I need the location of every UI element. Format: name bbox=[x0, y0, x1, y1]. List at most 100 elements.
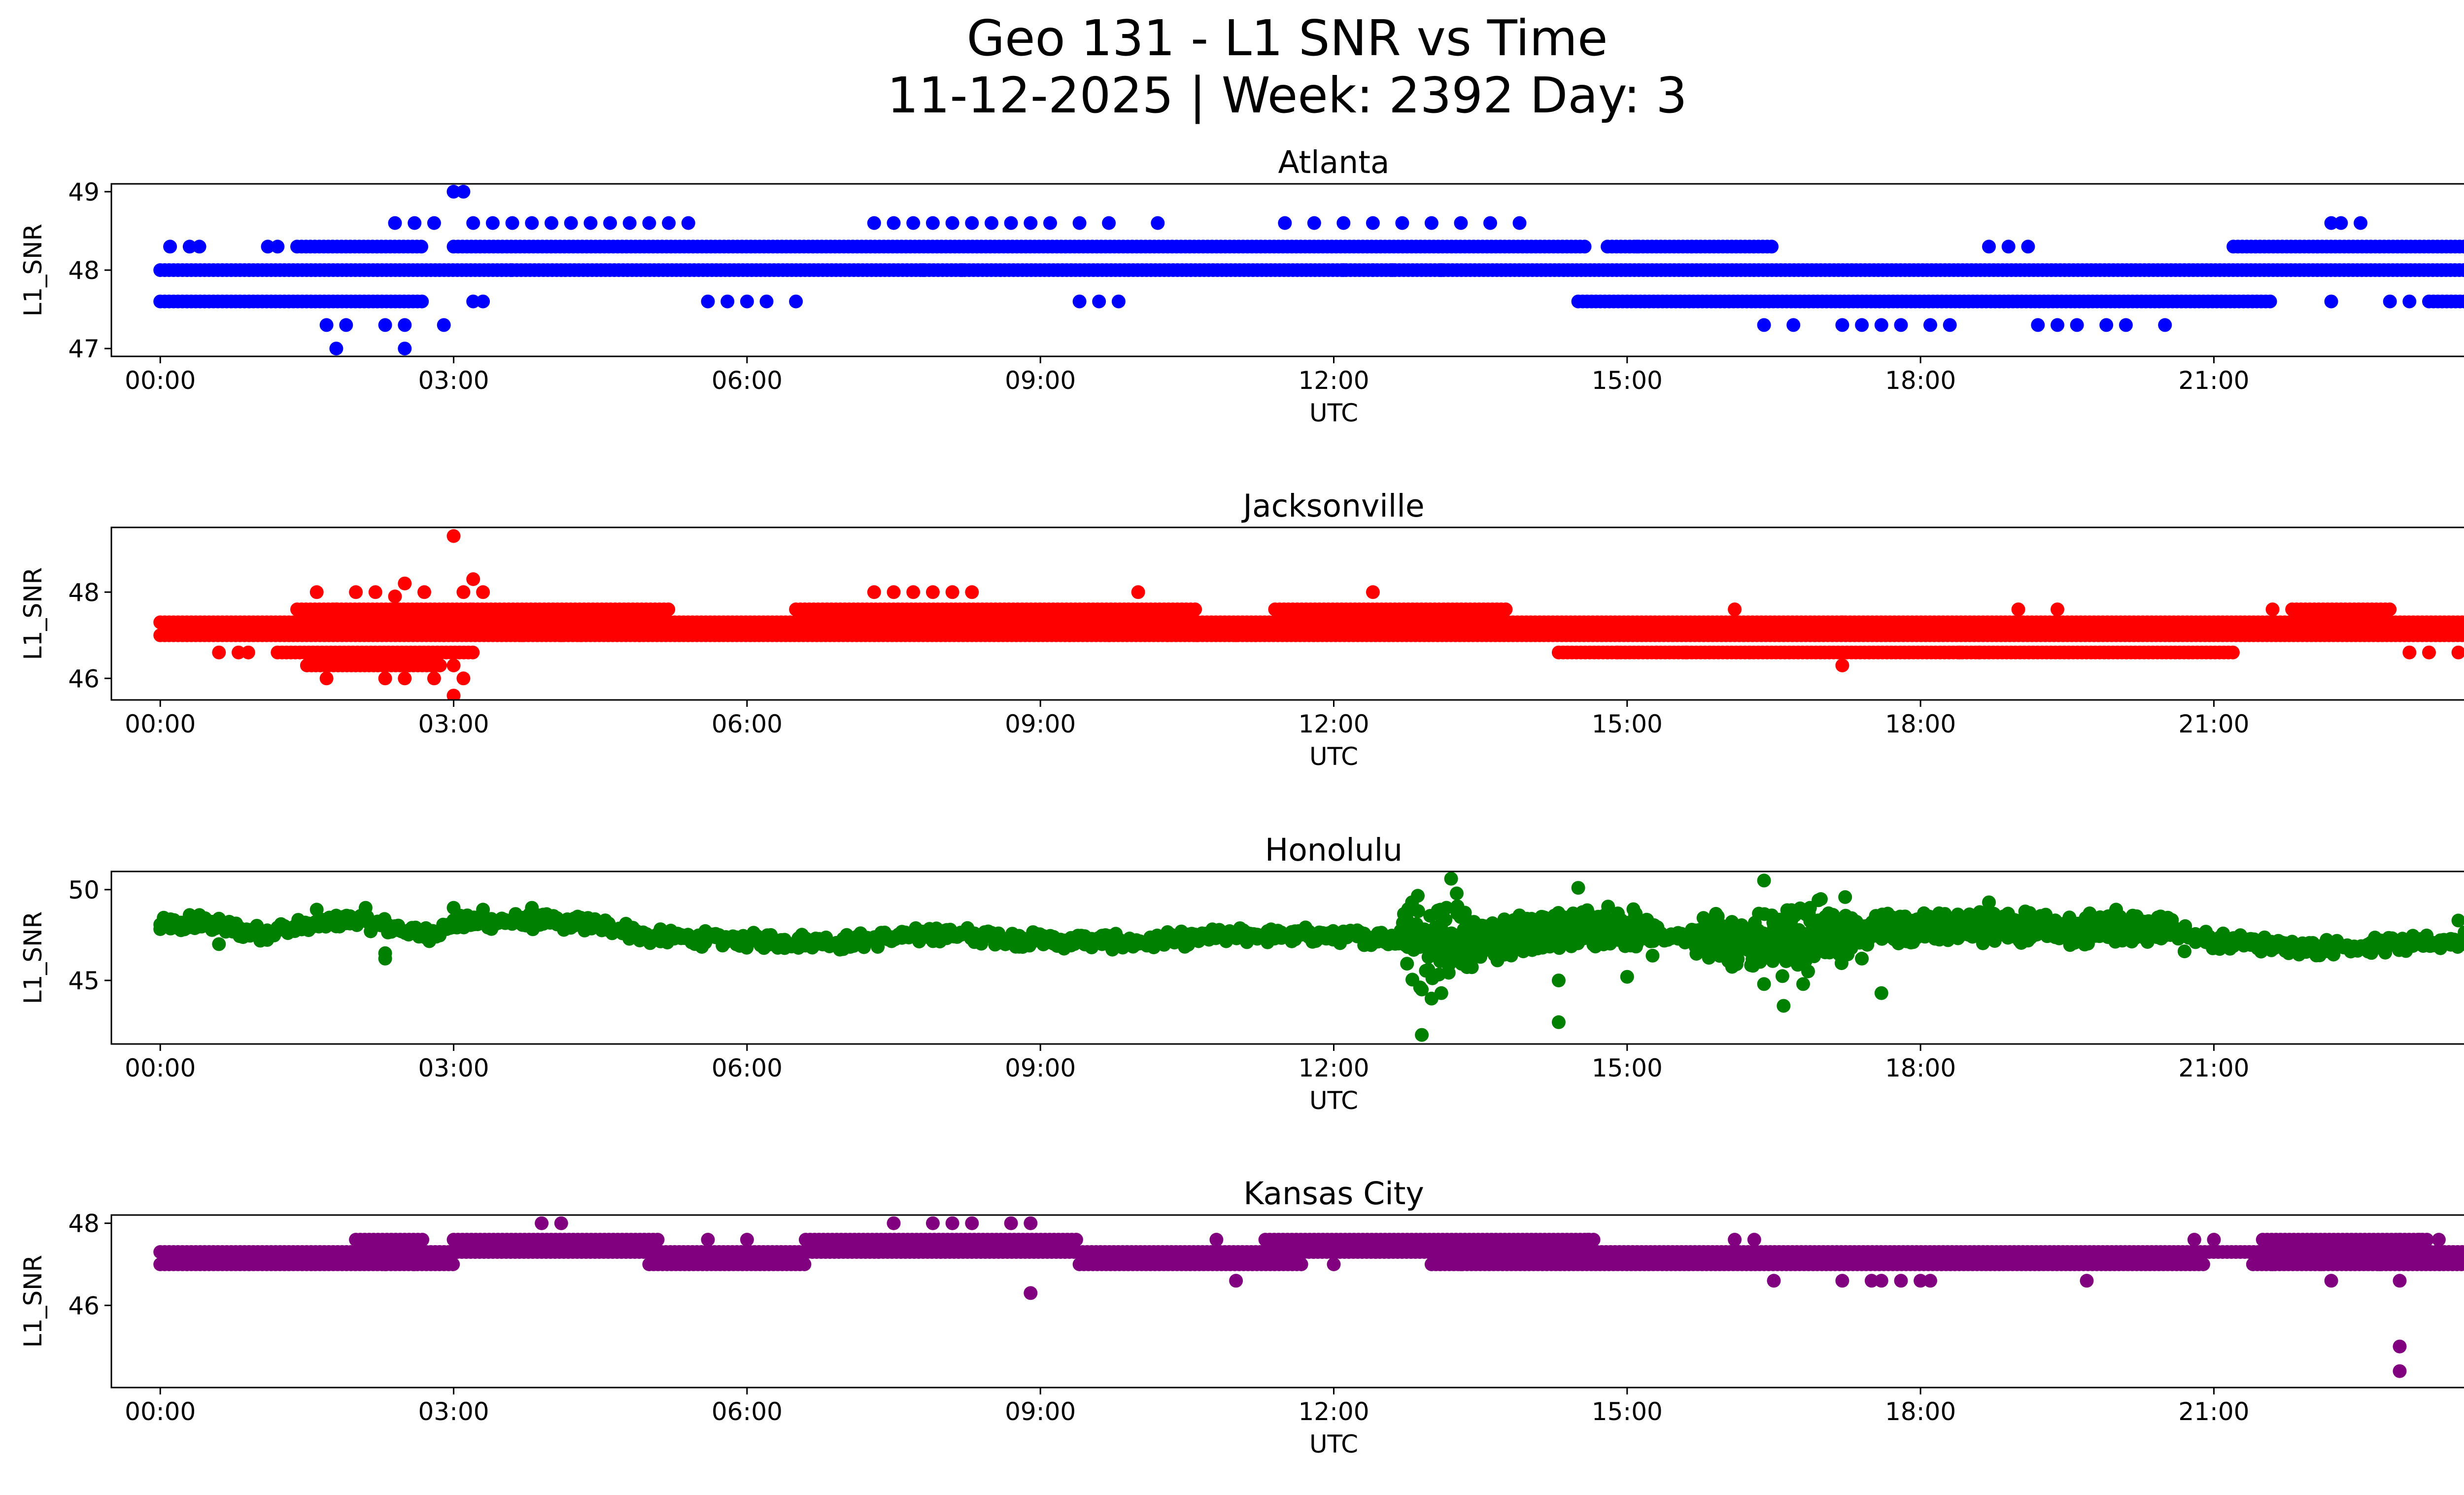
atlanta-point bbox=[398, 342, 412, 356]
atlanta-point bbox=[466, 216, 480, 230]
atlanta-point bbox=[2324, 216, 2338, 230]
atlanta-point bbox=[1894, 318, 1908, 332]
atlanta-point bbox=[1366, 263, 1380, 277]
jacksonville-point bbox=[456, 585, 471, 599]
jacksonville-band-point bbox=[1188, 602, 1202, 617]
jacksonville-point bbox=[632, 628, 647, 642]
atlanta-band-point bbox=[2263, 294, 2277, 309]
jacksonville-point bbox=[515, 628, 529, 642]
jacksonville-point bbox=[925, 585, 940, 599]
atlanta-point bbox=[1385, 263, 1400, 277]
atlanta-point bbox=[662, 216, 676, 230]
atlanta-point bbox=[1366, 216, 1380, 230]
jacksonville-point bbox=[446, 529, 461, 543]
atlanta-x-label: UTC bbox=[1309, 399, 1358, 427]
jacksonville-point bbox=[417, 585, 431, 599]
atlanta-point bbox=[916, 263, 930, 277]
atlanta-point bbox=[2099, 318, 2114, 332]
atlanta-point bbox=[2334, 216, 2348, 230]
honolulu-noise-point bbox=[1838, 890, 1852, 904]
honolulu-noise-point bbox=[1646, 934, 1660, 948]
jacksonville-point bbox=[437, 628, 451, 642]
honolulu-noise-point bbox=[1465, 960, 1479, 974]
atlanta-point bbox=[1982, 240, 1996, 254]
jacksonville-point bbox=[1229, 628, 1243, 642]
atlanta-point bbox=[437, 318, 451, 332]
honolulu-noise-point bbox=[1450, 886, 1464, 901]
atlanta-point bbox=[1024, 216, 1038, 230]
atlanta-point bbox=[1786, 318, 1801, 332]
atlanta-point bbox=[427, 216, 441, 230]
jacksonville-point bbox=[1728, 602, 1742, 617]
atlanta-point bbox=[1072, 294, 1087, 309]
jacksonville-band-point bbox=[2225, 645, 2240, 660]
atlanta-point bbox=[378, 318, 392, 332]
jacksonville-point bbox=[398, 671, 412, 686]
atlanta-point bbox=[545, 216, 558, 230]
atlanta-point bbox=[681, 216, 695, 230]
jacksonville-point bbox=[1678, 645, 1693, 660]
atlanta-y-tick-label: 49 bbox=[68, 178, 100, 207]
honolulu-noise-point bbox=[1601, 900, 1615, 914]
honolulu-title: Honolulu bbox=[1265, 832, 1403, 868]
honolulu-baseline-point bbox=[2458, 925, 2464, 939]
atlanta-point bbox=[182, 240, 197, 254]
honolulu-noise-point bbox=[1645, 948, 1660, 963]
jacksonville-point bbox=[965, 585, 979, 599]
atlanta-band-point bbox=[2462, 241, 2464, 252]
atlanta-point bbox=[759, 294, 774, 309]
jacksonville-x-tick-label: 00:00 bbox=[125, 710, 196, 738]
jacksonville-point bbox=[368, 585, 382, 599]
jacksonville-band-point bbox=[661, 602, 676, 617]
jacksonville-y-tick-label: 48 bbox=[68, 578, 100, 607]
jacksonville-point bbox=[1610, 645, 1624, 660]
atlanta-point bbox=[2324, 294, 2338, 309]
figure-title-line2: 11-12-2025 | Week: 2392 Day: 3 bbox=[887, 67, 1687, 124]
atlanta-point bbox=[2158, 318, 2172, 332]
atlanta-band-point bbox=[2462, 296, 2464, 307]
atlanta-y-label: L1_SNR bbox=[19, 224, 47, 317]
honolulu-noise-point bbox=[1441, 966, 1456, 980]
honolulu-noise-point bbox=[1775, 969, 1789, 983]
atlanta-point bbox=[163, 240, 177, 254]
jacksonville-point bbox=[329, 602, 343, 617]
jacksonville-point bbox=[309, 585, 324, 599]
atlanta-point bbox=[1943, 318, 1957, 332]
jacksonville-point bbox=[232, 645, 245, 660]
jacksonville-point bbox=[1952, 645, 1967, 660]
jacksonville-point bbox=[1248, 628, 1263, 642]
jacksonville-band-point bbox=[1499, 602, 1513, 617]
jacksonville-point bbox=[887, 585, 901, 599]
jacksonville-point bbox=[1835, 615, 1849, 629]
jacksonville-point bbox=[554, 628, 568, 642]
atlanta-point bbox=[2119, 318, 2133, 332]
atlanta-band-point bbox=[2458, 294, 2464, 309]
jacksonville-point bbox=[476, 585, 490, 599]
atlanta-point bbox=[720, 294, 735, 309]
atlanta-point bbox=[740, 294, 754, 309]
atlanta-point bbox=[1336, 216, 1351, 230]
atlanta-point bbox=[1512, 216, 1527, 230]
honolulu-baseline-point bbox=[2461, 939, 2464, 951]
atlanta-point bbox=[1630, 240, 1644, 254]
atlanta-point bbox=[1102, 216, 1116, 230]
atlanta-point bbox=[925, 216, 940, 230]
jacksonville-point bbox=[2402, 645, 2417, 660]
atlanta-x-tick-label: 12:00 bbox=[1298, 366, 1369, 395]
atlanta-point bbox=[583, 216, 598, 230]
jacksonville-point bbox=[378, 671, 392, 686]
atlanta-point bbox=[1454, 216, 1468, 230]
jacksonville-y-label: L1_SNR bbox=[19, 567, 47, 661]
jacksonville-y-tick-label: 46 bbox=[68, 664, 100, 693]
atlanta-x-tick-label: 15:00 bbox=[1592, 366, 1663, 395]
jacksonville-point bbox=[212, 645, 226, 660]
atlanta-point bbox=[985, 216, 998, 230]
atlanta-point bbox=[398, 318, 412, 332]
atlanta-point bbox=[446, 184, 461, 199]
atlanta-band-point bbox=[415, 294, 429, 309]
atlanta-band-point bbox=[2457, 263, 2464, 277]
